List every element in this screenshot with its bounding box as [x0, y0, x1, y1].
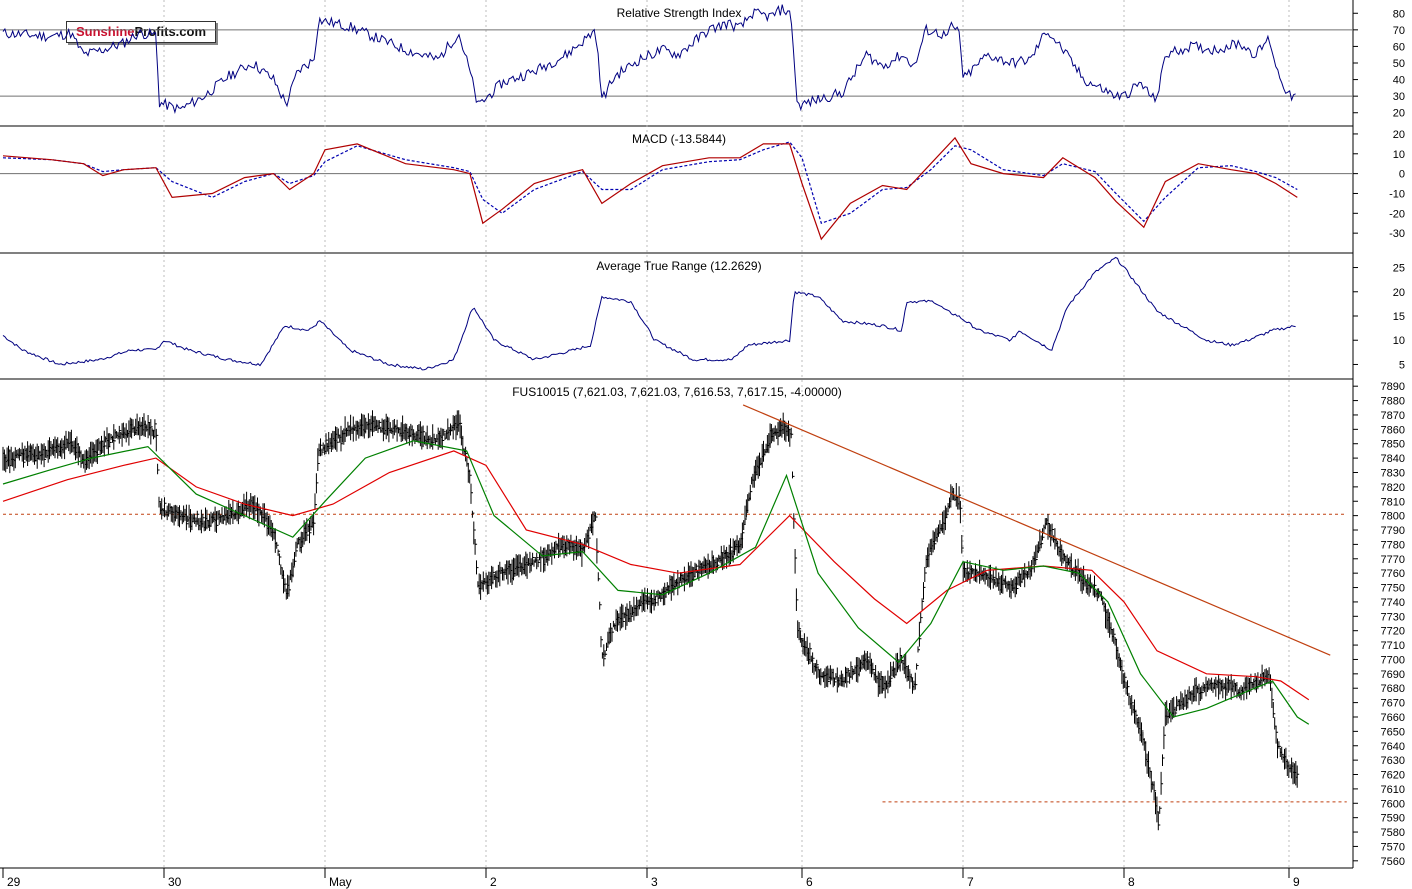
price-tick-label: 7760	[1381, 568, 1405, 580]
atr-tick-label: 25	[1393, 263, 1405, 275]
price-title: FUS10015 (7,621.03, 7,621.03, 7,616.53, …	[512, 385, 842, 399]
price-tick-label: 7610	[1381, 784, 1405, 796]
price-tick-label: 7860	[1381, 424, 1405, 436]
price-tick-label: 7750	[1381, 583, 1405, 595]
price-panel	[2, 404, 1331, 831]
rsi-tick-label: 30	[1393, 91, 1405, 103]
rsi-tick-label: 20	[1393, 108, 1405, 120]
macd-signal-line	[2, 141, 1298, 224]
downtrend-line	[742, 404, 1331, 656]
sunshine-profits-logo[interactable]: SunshineProfits.com	[66, 21, 216, 43]
logo-part2: Profits.com	[134, 24, 207, 39]
atr-title: Average True Range (12.2629)	[596, 259, 761, 273]
price-tick-label: 7740	[1381, 597, 1405, 609]
price-tick-label: 7660	[1381, 712, 1405, 724]
price-tick-label: 7620	[1381, 770, 1405, 782]
macd-tick-label: 0	[1399, 169, 1405, 181]
macd-tick-label: -20	[1389, 208, 1405, 220]
x-tick-label: 29	[7, 875, 21, 889]
x-tick-label: 3	[651, 875, 658, 889]
atr-tick-label: 5	[1399, 359, 1405, 371]
price-tick-label: 7770	[1381, 554, 1405, 566]
fast-moving-average	[2, 440, 1310, 725]
price-tick-label: 7720	[1381, 626, 1405, 638]
price-tick-label: 7790	[1381, 525, 1405, 537]
atr-line	[2, 256, 1296, 371]
price-bars	[2, 410, 1300, 831]
rsi-title: Relative Strength Index	[617, 6, 742, 20]
price-tick-label: 7590	[1381, 813, 1405, 825]
price-tick-label: 7560	[1381, 856, 1405, 868]
price-tick-label: 7640	[1381, 741, 1405, 753]
price-tick-label: 7600	[1381, 798, 1405, 810]
rsi-tick-label: 40	[1393, 75, 1405, 87]
chart-frame	[0, 0, 1354, 869]
price-tick-label: 7700	[1381, 654, 1405, 666]
macd-tick-label: -30	[1389, 228, 1405, 240]
price-tick-label: 7810	[1381, 496, 1405, 508]
price-tick-label: 7570	[1381, 841, 1405, 853]
x-tick-label: 6	[806, 875, 813, 889]
logo-part1: Sunshine	[75, 24, 135, 39]
macd-panel	[2, 136, 1298, 241]
price-tick-label: 7850	[1381, 439, 1405, 451]
macd-line	[2, 136, 1298, 241]
rsi-panel	[2, 4, 1296, 115]
x-tick-label: 30	[168, 875, 182, 889]
price-tick-label: 7780	[1381, 539, 1405, 551]
price-tick-label: 7650	[1381, 726, 1405, 738]
macd-tick-label: 20	[1393, 129, 1405, 141]
price-tick-label: 7670	[1381, 698, 1405, 710]
slow-moving-average	[2, 450, 1310, 701]
atr-tick-label: 20	[1393, 287, 1405, 299]
rsi-tick-label: 80	[1393, 8, 1405, 20]
rsi-tick-label: 70	[1393, 25, 1405, 37]
price-tick-label: 7870	[1381, 410, 1405, 422]
price-tick-label: 7800	[1381, 511, 1405, 523]
x-tick-label: May	[329, 875, 352, 889]
axis-labels: 8070605040302020100-10-20-30252015105789…	[2, 8, 1405, 889]
price-tick-label: 7820	[1381, 482, 1405, 494]
price-tick-label: 7690	[1381, 669, 1405, 681]
price-tick-label: 7630	[1381, 755, 1405, 767]
price-tick-label: 7730	[1381, 611, 1405, 623]
x-tick-label: 8	[1128, 875, 1135, 889]
macd-tick-label: 10	[1393, 149, 1405, 161]
x-tick-label: 2	[490, 875, 497, 889]
macd-tick-label: -10	[1389, 188, 1405, 200]
atr-tick-label: 15	[1393, 311, 1405, 323]
atr-panel	[2, 256, 1296, 371]
price-tick-label: 7830	[1381, 467, 1405, 479]
price-tick-label: 7680	[1381, 683, 1405, 695]
atr-tick-label: 10	[1393, 335, 1405, 347]
price-tick-label: 7580	[1381, 827, 1405, 839]
price-tick-label: 7890	[1381, 381, 1405, 393]
rsi-tick-label: 50	[1393, 58, 1405, 70]
x-tick-label: 7	[967, 875, 974, 889]
rsi-line	[2, 4, 1296, 115]
price-tick-label: 7840	[1381, 453, 1405, 465]
rsi-tick-label: 60	[1393, 41, 1405, 53]
x-tick-label: 9	[1293, 875, 1300, 889]
price-tick-label: 7880	[1381, 396, 1405, 408]
macd-title: MACD (-13.5844)	[632, 132, 726, 146]
price-tick-label: 7710	[1381, 640, 1405, 652]
